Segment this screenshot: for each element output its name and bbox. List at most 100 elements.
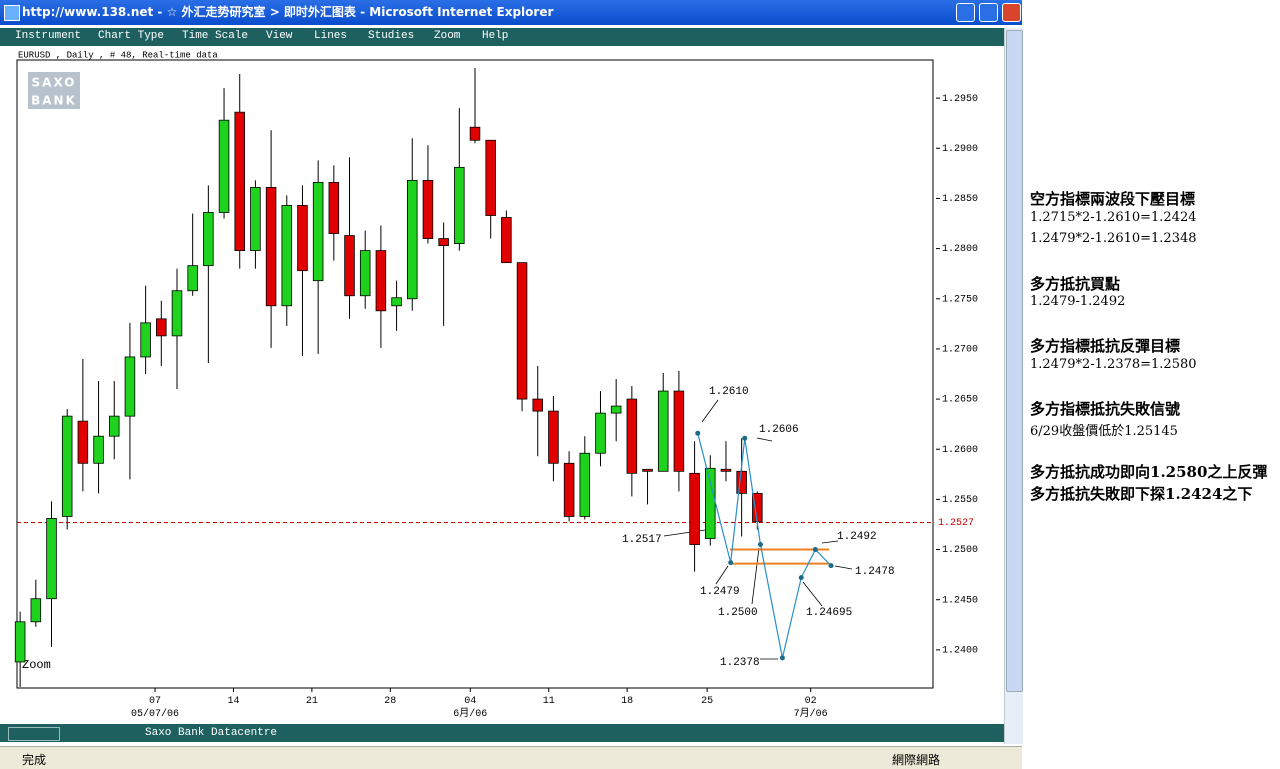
- candle-body: [422, 179, 434, 239]
- x-tick-label-secondary: 05/07/06: [131, 708, 179, 720]
- annotation: 1.24695: [806, 607, 852, 619]
- candle-body: [265, 187, 277, 307]
- menu-item[interactable]: Time Scale: [182, 30, 249, 42]
- candle-body: [297, 205, 308, 272]
- candle-body: [610, 405, 622, 414]
- menu-item[interactable]: View: [266, 30, 293, 42]
- logo-text: BANK: [31, 94, 77, 108]
- candle-body: [124, 356, 136, 417]
- candle-body: [203, 212, 214, 267]
- menu-item[interactable]: Zoom: [434, 30, 461, 42]
- minimize-button[interactable]: [956, 3, 975, 22]
- zigzag-point: [742, 435, 748, 441]
- candle-body: [375, 250, 387, 312]
- close-button[interactable]: [1002, 3, 1021, 22]
- chart-subtitle: EURUSD , Daily , # 48, Real-time data: [18, 50, 218, 60]
- annotation: 1.2500: [718, 607, 758, 619]
- note-line: 1.2479-1.2492: [1030, 294, 1126, 309]
- candle-body: [438, 238, 449, 246]
- candle-body: [359, 250, 371, 297]
- menu-bar: Instrument Chart Type Time Scale View Lines S…: [0, 28, 1004, 46]
- y-tick-label: 1.2500: [942, 545, 978, 556]
- note-line: 多方指標抵抗失敗信號: [1030, 400, 1181, 418]
- leader-lines: [663, 399, 853, 660]
- menu-item[interactable]: Lines: [314, 30, 348, 42]
- maximize-button[interactable]: [979, 3, 998, 22]
- menu-item[interactable]: Help: [482, 30, 509, 42]
- note-line: 6/29收盤價低於1.25145: [1030, 424, 1178, 439]
- candle-body: [516, 262, 528, 400]
- candle-body: [140, 322, 151, 358]
- candle-body: [501, 217, 512, 264]
- candle-body: [548, 410, 559, 464]
- candle-body: [14, 621, 26, 663]
- y-tick-label: 1.2950: [942, 94, 978, 105]
- y-tick-label: 1.2750: [942, 294, 978, 305]
- title-bar: http://www.138.net - ☆ 外汇走势研究室 > 即时外汇图表 …: [0, 0, 1022, 25]
- x-tick-label: 11: [543, 696, 555, 707]
- note-line: 多方抵抗買點: [1030, 275, 1121, 293]
- logo-text: SAXO: [32, 76, 77, 90]
- candle-body: [46, 518, 57, 600]
- candle-body: [187, 265, 198, 292]
- candle-body: [454, 166, 465, 244]
- x-tick-label: 04: [464, 696, 476, 707]
- candle-body: [312, 181, 324, 282]
- candle-body: [736, 470, 747, 494]
- scroll-thumb[interactable]: [1006, 30, 1023, 692]
- y-tick-label: 1.2600: [942, 445, 978, 456]
- candle-body: [281, 205, 293, 307]
- x-tick-label: 14: [227, 696, 239, 707]
- zigzag-point: [828, 563, 834, 569]
- chart-footer: Saxo Bank Datacentre: [0, 724, 1004, 742]
- candle-body: [108, 415, 120, 437]
- candle-body: [485, 139, 496, 216]
- candle-body: [77, 420, 89, 464]
- menu-item[interactable]: Chart Type: [98, 30, 165, 42]
- y-tick-label: 1.2450: [942, 595, 978, 606]
- menu-item[interactable]: Studies: [368, 30, 415, 42]
- x-tick-label: 28: [384, 696, 396, 707]
- scrollbar[interactable]: [1004, 28, 1023, 744]
- candle-body: [328, 181, 340, 234]
- candle-body: [657, 390, 669, 472]
- candle-body: [218, 119, 230, 213]
- y-tick-label: 1.2650: [942, 395, 978, 406]
- zigzag-point: [695, 430, 701, 436]
- x-tick-label-secondary: 6月/06: [453, 707, 487, 720]
- annotation: 1.2606: [759, 424, 799, 436]
- logo-box: [28, 72, 80, 109]
- note-line: 1.2479*2-1.2610=1.2348: [1030, 231, 1197, 246]
- y-tick-label: 1.2400: [942, 646, 978, 657]
- x-tick-label: 02: [805, 696, 817, 707]
- candle-body: [563, 462, 575, 517]
- menu-item[interactable]: Instrument: [15, 30, 82, 42]
- candle-body: [30, 598, 42, 623]
- ie-icon: [4, 5, 20, 21]
- chart-bg: [0, 46, 1004, 724]
- reference-label: 1.2527: [938, 518, 974, 529]
- plot-frame: [16, 59, 934, 689]
- candle-body: [171, 290, 183, 337]
- candle-body: [406, 179, 418, 300]
- y-tick-label: 1.2550: [942, 495, 978, 506]
- y-tick-label: 1.2900: [942, 144, 978, 155]
- note-line: 多方指標抵抗反彈目標: [1030, 337, 1181, 355]
- y-tick-label: 1.2800: [942, 244, 978, 255]
- candle-body: [642, 468, 653, 472]
- annotation: 1.2492: [837, 531, 877, 543]
- x-tick-label: 07: [149, 696, 161, 707]
- window-title: http://www.138.net - ☆ 外汇走势研究室 > 即时外汇图表 …: [22, 5, 554, 19]
- x-tick-label: 18: [621, 696, 633, 707]
- status-bar: 完成 網際網路: [0, 746, 1022, 769]
- candle-body: [626, 398, 638, 474]
- note-line: 空方指標兩波段下壓目標: [1030, 190, 1196, 208]
- annotation: 1.2610: [709, 386, 749, 398]
- footer-label: Saxo Bank Datacentre: [145, 727, 278, 739]
- candle-body: [469, 126, 481, 141]
- candle-body: [391, 297, 402, 307]
- note-line: 多方抵抗失敗即下探1.2424之下: [1030, 485, 1253, 503]
- candle-body: [234, 111, 245, 252]
- note-line: 1.2715*2-1.2610=1.2424: [1030, 210, 1197, 225]
- footer-controls[interactable]: [8, 727, 60, 741]
